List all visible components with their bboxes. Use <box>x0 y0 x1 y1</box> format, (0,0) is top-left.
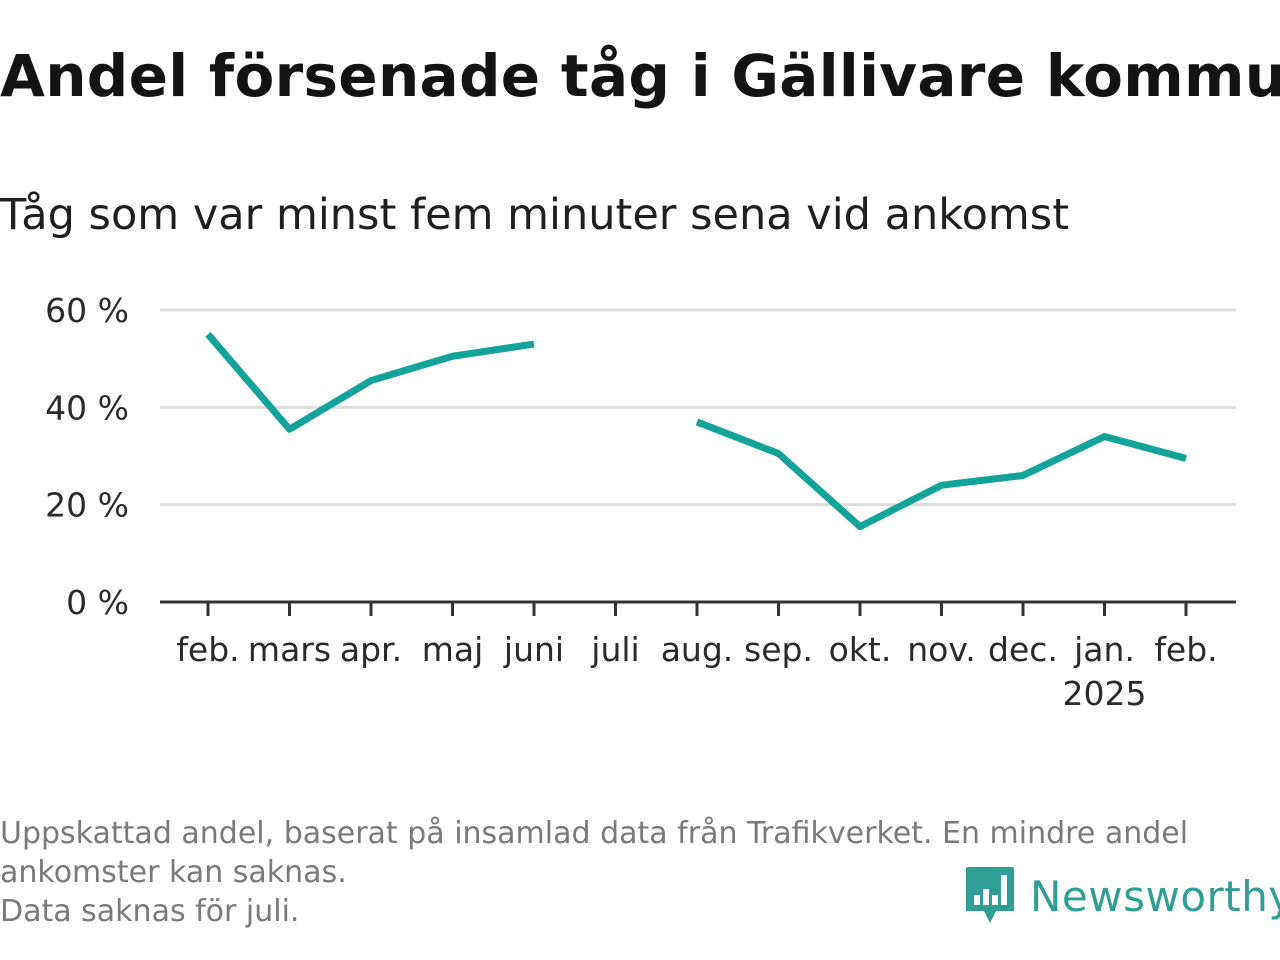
series-lines <box>205 332 1187 531</box>
x-tick-label: sep. <box>744 630 813 669</box>
y-tick-label: 40 % <box>45 388 129 427</box>
footnote-line: Uppskattad andel, baserat på insamlad da… <box>0 816 1189 851</box>
x-tick-label: okt. <box>829 630 892 669</box>
x-axis <box>160 600 1236 616</box>
x-tick-label: mars <box>248 630 331 669</box>
chart-subtitle: Tåg som var minst fem minuter sena vid a… <box>0 190 1070 240</box>
y-axis-labels: 0 % 20 % 40 % 60 % <box>45 291 129 622</box>
series-line <box>205 332 535 433</box>
y-tick-label: 60 % <box>45 291 129 330</box>
x-tick-label: juni <box>503 630 564 669</box>
x-tick-label: feb. <box>1154 630 1217 669</box>
x-axis-labels: feb. mars apr. maj juni juli aug. sep. okt. nov. d… <box>176 630 1217 713</box>
footnote-line: Data saknas för juli. <box>0 894 300 929</box>
x-tick-label: juli <box>590 630 639 669</box>
y-tick-label: 0 % <box>66 583 129 622</box>
x-tick-label: nov. <box>907 630 976 669</box>
footnote: Uppskattad andel, baserat på insamlad da… <box>0 814 1270 931</box>
footnote-line: ankomster kan saknas. <box>0 855 347 890</box>
line-chart: 0 %20 %40 %60 % feb. mars apr. maj juni juli a… <box>45 291 1236 713</box>
logo-text: Newsworthy <box>1030 871 1280 921</box>
x-tick-label: aug. <box>661 630 734 669</box>
x-tick-sublabel: 2025 <box>1063 674 1147 713</box>
gridlines <box>160 308 1236 507</box>
x-tick-label: dec. <box>988 630 1058 669</box>
x-tick-label: maj <box>422 630 484 669</box>
x-tick-label: apr. <box>340 630 402 669</box>
newsworthy-bar-chart-icon <box>966 867 1014 923</box>
x-tick-label: jan. <box>1073 630 1135 669</box>
x-tick-label: feb. <box>176 630 239 669</box>
chart-title: Andel försenade tåg i Gällivare kommun <box>0 42 1280 110</box>
y-tick-label: 20 % <box>45 486 129 525</box>
series-line <box>695 418 1187 531</box>
newsworthy-logo: Newsworthy <box>964 864 1280 928</box>
